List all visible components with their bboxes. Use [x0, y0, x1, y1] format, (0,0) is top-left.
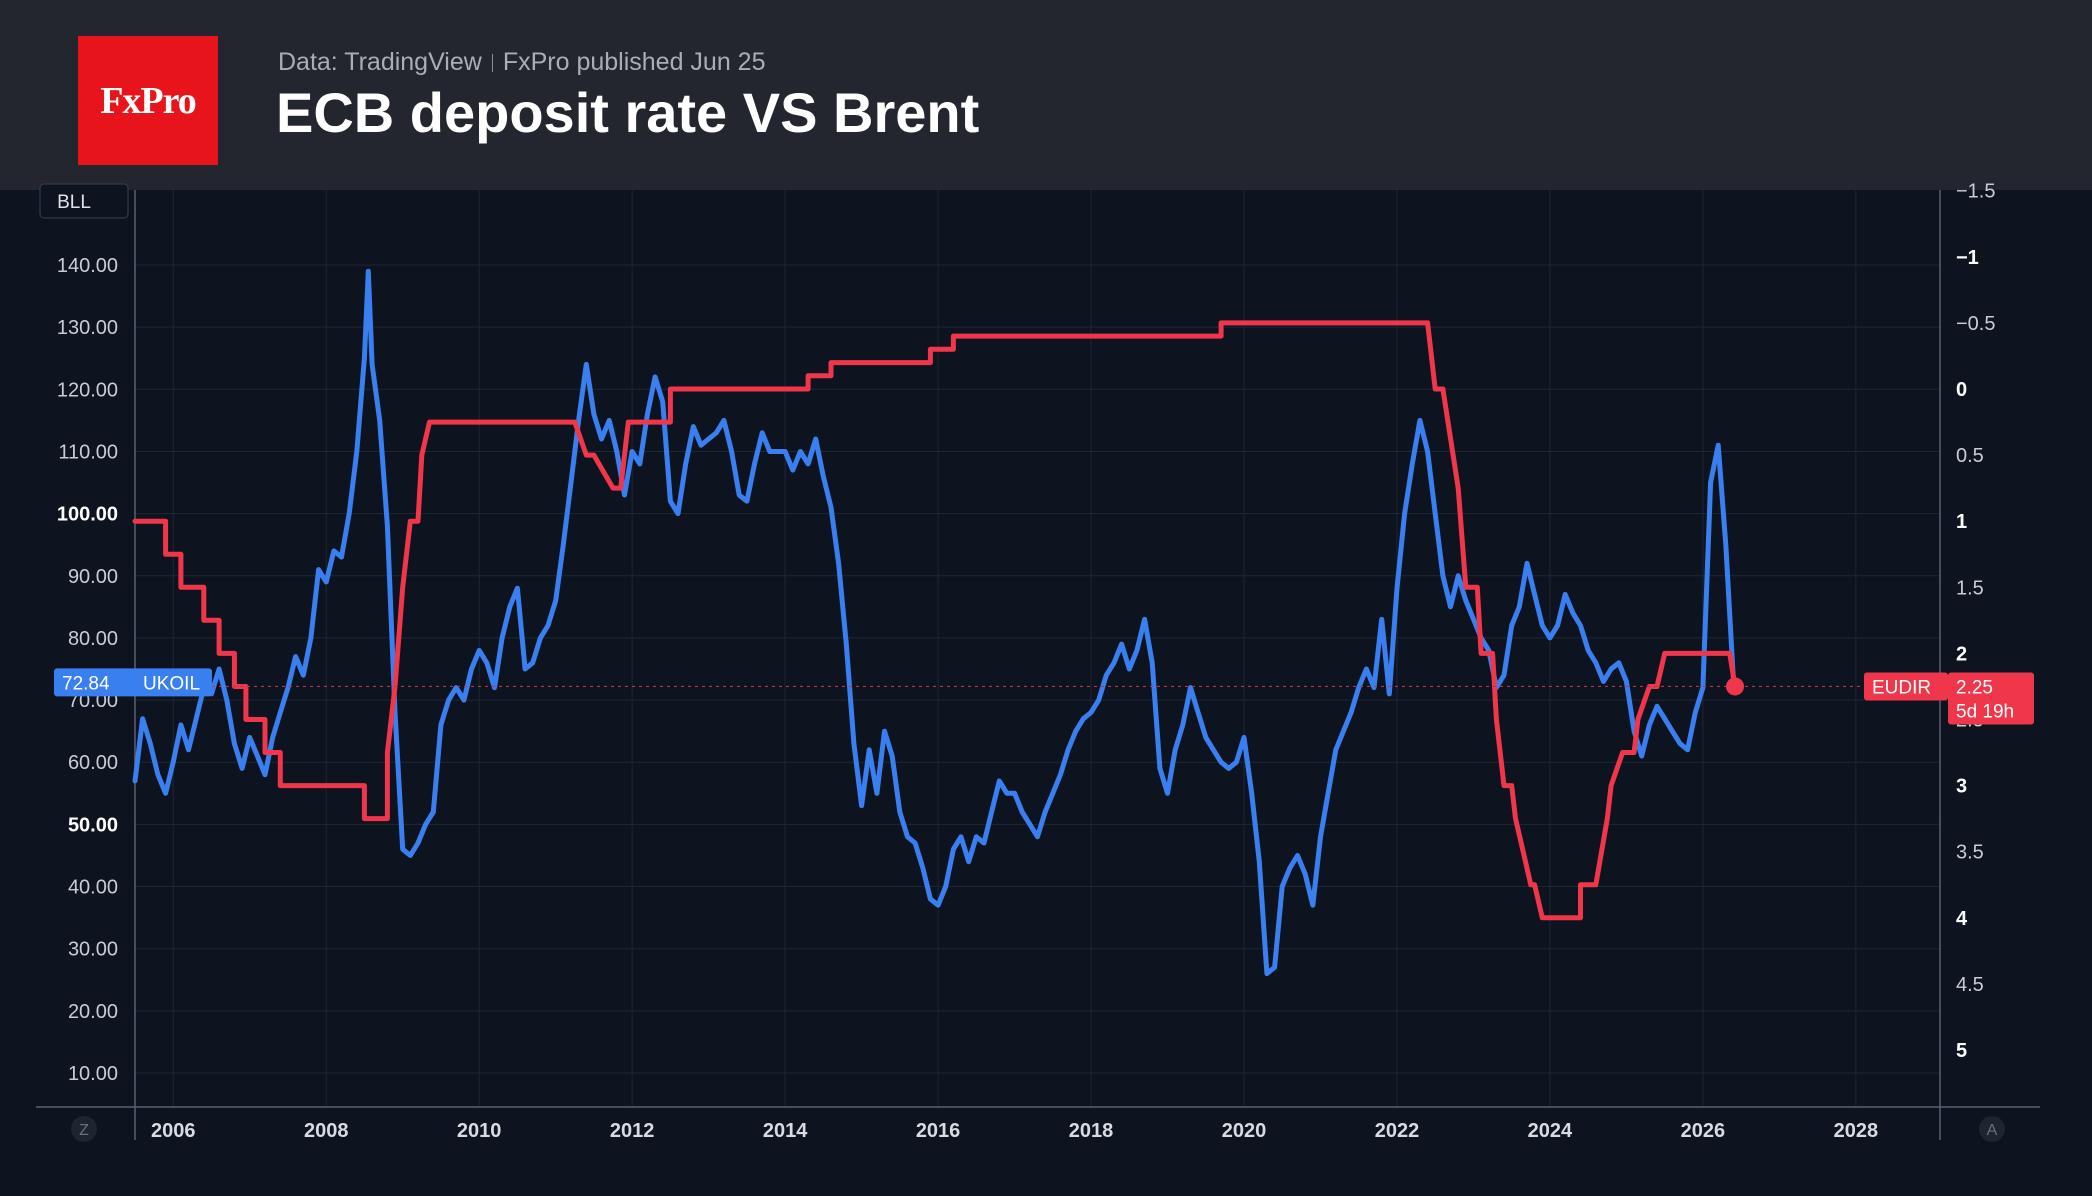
right-tick-label: 2 — [1956, 643, 1967, 665]
unit-badge-label: BLL — [57, 192, 91, 213]
right-tick-label: 1.5 — [1956, 577, 1984, 599]
header-bar: FxPro Data: TradingView FxPro published … — [0, 0, 2092, 190]
eudir-value: 2.25 — [1956, 677, 1993, 698]
ukoil-name: UKOIL — [143, 673, 200, 694]
left-tick-label: 130.00 — [57, 317, 118, 339]
series-layer — [132, 268, 1940, 977]
left-tick-label: 110.00 — [58, 441, 118, 463]
left-tick-label: 40.00 — [68, 877, 118, 899]
x-tick-label: 2020 — [1222, 1120, 1267, 1142]
right-axis-ticks: −1.5−1−0.500.511.522.533.544.55 — [1956, 181, 1995, 1062]
x-tick-label: 2006 — [151, 1120, 196, 1142]
ukoil-label-bg — [54, 668, 212, 697]
eudir-countdown: 5d 19h — [1956, 701, 2014, 722]
chart-title: ECB deposit rate VS Brent — [276, 81, 980, 144]
right-tick-label: 0.5 — [1956, 445, 1984, 467]
x-tick-label: 2008 — [304, 1120, 349, 1142]
x-tick-label: 2016 — [916, 1120, 961, 1142]
logo-text: FxPro — [100, 79, 197, 122]
data-source: Data: TradingView — [278, 48, 482, 76]
x-tick-label: 2010 — [457, 1120, 502, 1142]
ecb-last-point — [1726, 677, 1745, 696]
corner-z-label: Z — [79, 1122, 89, 1139]
right-tick-label: −1.5 — [1956, 181, 1995, 203]
x-tick-label: 2012 — [610, 1120, 655, 1142]
meta-separator — [491, 53, 493, 72]
eudir-price-label: EUDIR 2.25 5d 19h — [1864, 672, 2034, 725]
left-tick-label: 30.00 — [68, 939, 118, 961]
left-axis-ticks: 140.00 130.00 120.00 110.00 100.00 90.00 80.00… — [57, 255, 118, 1085]
left-tick-label: 100.00 — [57, 504, 118, 526]
left-tick-label: 90.00 — [68, 566, 118, 588]
corner-a-label: A — [1987, 1122, 1998, 1139]
x-tick-label: 2014 — [763, 1120, 808, 1142]
grid-lines — [135, 190, 1940, 1107]
x-tick-label: 2026 — [1681, 1120, 1726, 1142]
x-axis-ticks: 2006 2008 2010 2012 2014 2016 2018 2020 2022 2024… — [151, 1120, 1878, 1142]
eudir-name: EUDIR — [1872, 677, 1931, 698]
publisher: FxPro published Jun 25 — [502, 48, 766, 76]
eudir-name-bg — [1864, 672, 1948, 701]
x-tick-label: 2018 — [1069, 1120, 1114, 1142]
left-tick-label: 120.00 — [57, 379, 118, 401]
right-tick-label: 4 — [1956, 908, 1968, 930]
fxpro-logo[interactable]: FxPro — [78, 36, 218, 165]
right-tick-label: 1 — [1956, 511, 1967, 533]
x-tick-label: 2028 — [1834, 1120, 1879, 1142]
left-tick-label: 80.00 — [68, 628, 118, 650]
left-tick-label: 20.00 — [68, 1001, 118, 1023]
left-tick-label: 60.00 — [68, 752, 118, 774]
right-tick-label: 3 — [1956, 776, 1967, 798]
right-tick-label: 5 — [1956, 1040, 1967, 1062]
right-tick-label: −0.5 — [1956, 313, 1995, 335]
right-tick-label: −1 — [1956, 247, 1979, 269]
x-tick-label: 2024 — [1528, 1120, 1573, 1142]
x-tick-label: 2022 — [1375, 1120, 1420, 1142]
eudir-value-bg — [1948, 672, 2034, 725]
price-labels: 72.84 UKOIL EUDIR 2.25 5d 19h — [54, 668, 2034, 725]
unit-badge[interactable]: BLL — [39, 183, 129, 219]
ecb-rate-series-line — [132, 320, 1738, 921]
right-tick-label: 3.5 — [1956, 842, 1984, 864]
auto-scale-corner[interactable]: A — [1979, 1116, 2005, 1142]
brent-series-line — [132, 268, 1736, 977]
ukoil-price-label: 72.84 UKOIL — [54, 668, 212, 697]
left-tick-label: 10.00 — [68, 1063, 118, 1085]
left-tick-label: 140.00 — [57, 255, 118, 277]
left-tick-label: 50.00 — [68, 814, 118, 836]
right-tick-label: 0 — [1956, 379, 1967, 401]
ukoil-value: 72.84 — [62, 673, 110, 694]
zoom-corner-left[interactable]: Z — [71, 1116, 97, 1142]
axis-lines — [36, 190, 2040, 1140]
chart-meta: Data: TradingView FxPro published Jun 25 — [278, 48, 766, 77]
right-tick-label: 4.5 — [1956, 974, 1984, 996]
